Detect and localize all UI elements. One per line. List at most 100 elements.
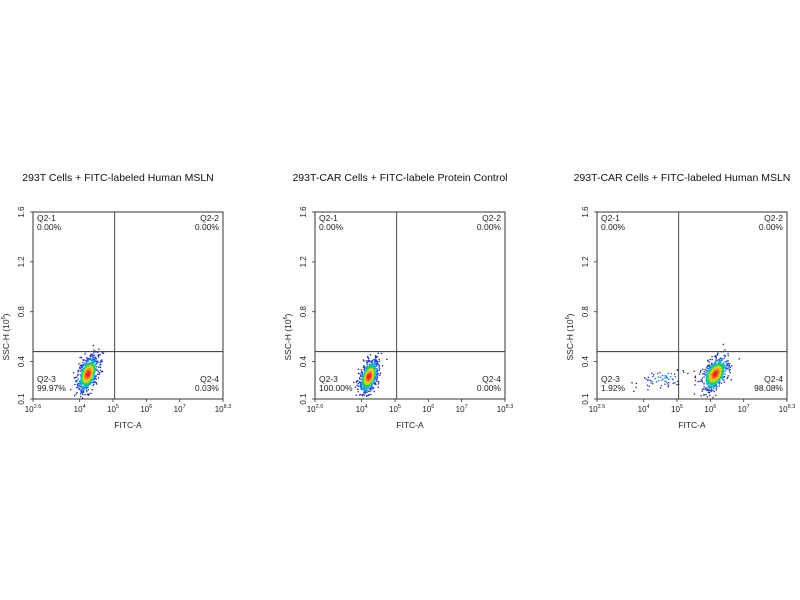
- event-dot: [363, 391, 366, 393]
- quadrant-2-percent: 0.00%: [195, 222, 220, 232]
- event-dot: [704, 388, 707, 390]
- event-dot: [716, 354, 719, 356]
- x-tick-label: 107: [738, 404, 750, 414]
- event-dot: [357, 385, 359, 388]
- chart-title: 293T-CAR Cells + FITC-labele Protein Con…: [292, 172, 507, 184]
- event-dot: [72, 372, 75, 374]
- quadrant-2-percent: 0.00%: [759, 222, 784, 232]
- event-dot: [705, 378, 708, 380]
- event-dot: [101, 352, 103, 354]
- x-tick-label: 108.3: [779, 404, 796, 414]
- event-dot: [659, 371, 661, 374]
- event-dot: [724, 360, 726, 363]
- event-dot: [715, 394, 717, 396]
- event-dot: [719, 357, 721, 359]
- quadrant-1-percent: 0.00%: [319, 222, 344, 232]
- event-dot: [79, 395, 82, 398]
- x-tick-base: 10: [456, 405, 465, 414]
- event-dot: [368, 387, 370, 390]
- x-tick-exponent: 7: [183, 404, 186, 410]
- event-dot: [670, 373, 673, 375]
- x-tick-exponent: 7: [747, 404, 750, 410]
- event-dot: [707, 388, 709, 390]
- y-tick-label: 1.2: [17, 256, 26, 268]
- event-dot: [369, 390, 371, 393]
- event-dot: [701, 380, 703, 383]
- event-dot: [75, 380, 78, 383]
- event-dot: [694, 375, 697, 377]
- quadrant-3-percent: 1.92%: [601, 383, 626, 393]
- event-dot: [652, 382, 654, 385]
- event-dot: [725, 363, 727, 365]
- event-dot: [631, 381, 633, 384]
- event-dot: [93, 352, 95, 354]
- x-tick-label: 106: [422, 404, 434, 414]
- flow-panel-3: 293T-CAR Cells + FITC-labeled Human MSLN…: [565, 172, 795, 430]
- event-dot: [360, 369, 363, 371]
- event-dot: [718, 383, 721, 385]
- event-dot: [380, 352, 383, 355]
- event-dot: [365, 389, 367, 392]
- event-dot: [78, 388, 80, 391]
- event-dot: [709, 366, 711, 368]
- event-dot: [86, 360, 88, 363]
- event-dot: [81, 366, 84, 368]
- x-tick-base: 10: [779, 405, 788, 414]
- event-dot: [693, 393, 696, 395]
- y-axis-label-end: ): [565, 313, 575, 316]
- event-dot: [374, 357, 377, 359]
- y-tick-label: 0.4: [17, 355, 26, 367]
- event-dot: [83, 363, 85, 365]
- event-dot: [371, 361, 373, 364]
- x-axis-label: FITC-A: [678, 420, 706, 430]
- event-dot: [713, 390, 716, 393]
- x-tick-base: 10: [671, 405, 680, 414]
- x-tick-exponent: 5: [116, 404, 119, 410]
- event-dot: [377, 352, 380, 354]
- x-tick-exponent: 5: [680, 404, 683, 410]
- event-dot: [711, 358, 713, 361]
- y-tick-label: 1.6: [17, 206, 26, 218]
- event-dot: [694, 376, 696, 379]
- y-axis-label-main: SSC-H (10: [283, 319, 293, 360]
- event-dot: [724, 349, 726, 351]
- chart-title: 293T-CAR Cells + FITC-labeled Human MSLN: [574, 172, 791, 184]
- x-tick-label: 102.6: [589, 404, 606, 414]
- event-dot: [82, 389, 85, 392]
- event-dot: [645, 378, 647, 380]
- event-dot: [727, 375, 729, 377]
- event-dot: [95, 383, 98, 385]
- event-dot: [651, 380, 653, 383]
- event-dot: [357, 380, 359, 382]
- x-tick-label: 107: [456, 404, 468, 414]
- y-tick-label: 0.8: [581, 306, 590, 318]
- event-dot: [699, 371, 702, 373]
- event-dot: [357, 372, 360, 375]
- event-dot: [99, 361, 101, 364]
- event-dot: [654, 377, 656, 380]
- event-dot: [74, 383, 76, 386]
- event-dot: [92, 344, 95, 347]
- event-dot: [705, 394, 707, 396]
- x-tick-base: 10: [704, 405, 713, 414]
- quadrant-1-name: Q2-1: [37, 213, 56, 223]
- quadrant-1-name: Q2-1: [601, 213, 620, 223]
- event-dot: [84, 353, 86, 355]
- event-dot: [353, 381, 355, 384]
- event-dot: [361, 371, 364, 374]
- event-dot: [359, 378, 361, 380]
- quadrant-3-name: Q2-3: [601, 374, 620, 384]
- quadrant-3-percent: 99.97%: [37, 383, 66, 393]
- event-dot: [369, 386, 372, 388]
- event-dot: [79, 367, 82, 369]
- event-dot: [666, 383, 669, 385]
- event-dot: [710, 389, 712, 392]
- event-dot: [93, 349, 95, 351]
- event-dot: [375, 375, 378, 377]
- event-dots: [353, 352, 388, 397]
- event-dot: [729, 366, 732, 368]
- event-dot: [664, 380, 666, 383]
- x-tick-base: 10: [356, 405, 365, 414]
- quadrant-3-name: Q2-3: [319, 374, 338, 384]
- y-tick-label: 1.2: [581, 256, 590, 268]
